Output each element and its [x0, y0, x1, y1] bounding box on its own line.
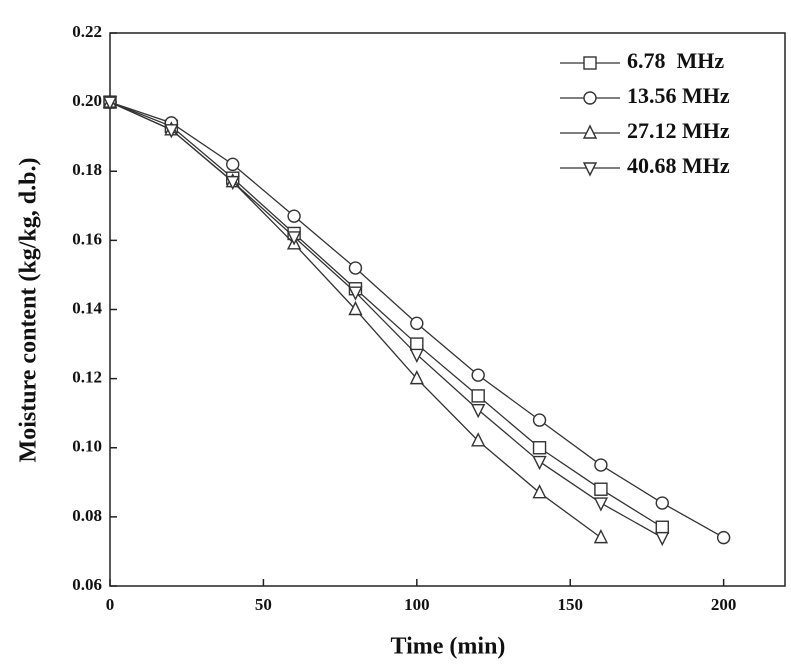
y-tick-label: 0.10	[72, 437, 102, 456]
legend-label: 13.56 MHz	[627, 83, 730, 108]
y-tick-label: 0.20	[72, 91, 102, 110]
x-tick-label: 150	[557, 595, 583, 614]
x-tick-label: 50	[255, 595, 272, 614]
data-point	[655, 496, 669, 510]
legend-marker	[582, 124, 598, 139]
data-point	[287, 209, 301, 223]
legend-label: 40.68 MHz	[627, 153, 730, 178]
data-point	[286, 231, 302, 246]
y-tick-label: 0.08	[72, 506, 102, 525]
data-point	[532, 455, 547, 471]
y-tick-label: 0.06	[72, 575, 102, 594]
x-tick-label: 100	[404, 595, 430, 614]
data-point	[471, 432, 486, 447]
x-axis-label: Time (min)	[391, 634, 506, 660]
data-point	[471, 389, 485, 403]
y-axis-label: Moisture content (kg/kg, d.b.)	[16, 158, 42, 463]
y-tick-label: 0.22	[72, 22, 102, 41]
legend-marker	[582, 162, 598, 177]
x-tick-label: 0	[106, 595, 115, 614]
data-point	[225, 175, 240, 191]
data-point	[655, 531, 670, 547]
data-point	[226, 157, 240, 172]
series-line	[109, 101, 663, 539]
y-tick-label: 0.16	[72, 229, 102, 248]
data-point	[532, 484, 547, 499]
y-tick-label: 0.18	[72, 160, 102, 179]
data-point	[594, 482, 608, 496]
data-point	[594, 458, 608, 472]
data-point	[593, 529, 609, 544]
data-point	[409, 348, 424, 363]
data-point	[164, 124, 179, 139]
data-point	[410, 316, 424, 331]
series-line	[109, 101, 663, 528]
data-point	[532, 441, 547, 455]
data-point	[593, 497, 609, 512]
data-point	[716, 530, 731, 545]
series-line	[109, 101, 602, 539]
data-point	[348, 261, 363, 275]
data-point	[409, 370, 424, 385]
data-point	[410, 337, 424, 351]
data-point	[102, 96, 118, 111]
legend-marker	[583, 91, 597, 105]
data-point	[348, 300, 363, 316]
data-point	[655, 520, 669, 534]
data-point	[532, 413, 547, 427]
legend-marker	[583, 56, 597, 70]
legend-label: 27.12 MHz	[627, 118, 730, 143]
y-tick-label: 0.14	[72, 298, 102, 317]
data-point	[471, 368, 485, 382]
x-tick-label: 200	[711, 595, 737, 614]
legend-label: 6.78 MHz	[627, 48, 724, 73]
plot-frame	[109, 32, 786, 587]
data-point	[348, 286, 363, 301]
y-tick-label: 0.12	[72, 368, 102, 387]
data-point	[471, 404, 486, 419]
